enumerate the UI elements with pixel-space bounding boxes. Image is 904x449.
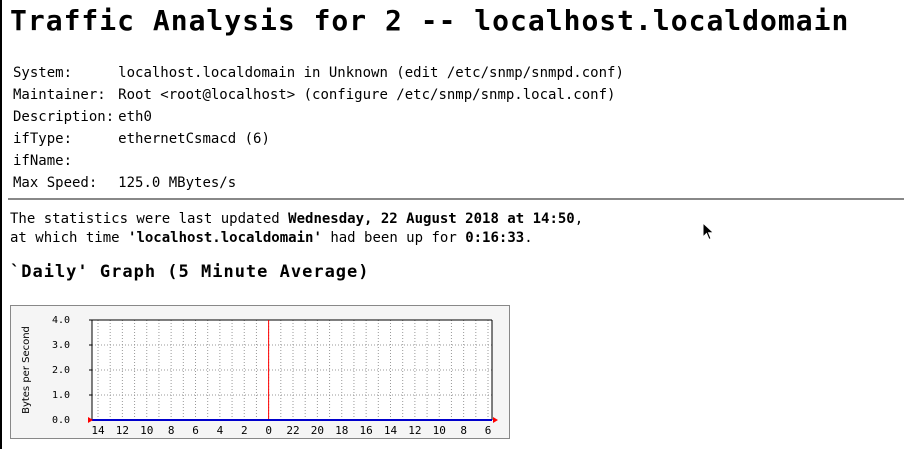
info-row-ifname: ifName: — [11, 150, 626, 172]
x-tick-label: 4 — [217, 424, 224, 437]
host-name: 'localhost.localdomain' — [128, 230, 322, 246]
info-key: Max Speed: — [13, 175, 98, 191]
y-tick-label: 2.0 — [52, 365, 70, 376]
info-key: System: — [13, 65, 73, 81]
statistics-text: The statistics were last updated Wednesd… — [10, 210, 583, 248]
y-tick-label: 4.0 — [52, 315, 70, 326]
y-tick-label: 3.0 — [52, 340, 70, 351]
x-tick-label: 8 — [168, 424, 175, 437]
info-value — [116, 150, 626, 172]
info-row-max-speed: Max Speed: 125.0 MBytes/s — [11, 172, 626, 194]
graph-heading: `Daily' Graph (5 Minute Average) — [10, 262, 370, 282]
info-key: ifName: — [13, 153, 73, 169]
x-axis-arrow-right — [493, 417, 498, 423]
info-row-maintainer: Maintainer: Root <root@localhost> (confi… — [11, 84, 626, 106]
last-updated: Wednesday, 22 August 2018 at 14:50 — [288, 211, 575, 227]
x-tick-label: 12 — [116, 424, 129, 437]
statistics-line-1: The statistics were last updated Wednesd… — [10, 210, 583, 229]
stats-mid: had been up for — [321, 230, 466, 246]
info-value: Root <root@localhost> (configure /etc/sn… — [118, 87, 616, 103]
x-tick-label: 14 — [91, 424, 105, 437]
daily-graph: 0.0 1.0 2.0 3.0 4.0 14 12 10 8 6 4 2 0 22 20 18 16 14 12 10… — [10, 305, 510, 439]
x-axis-arrow — [88, 417, 93, 423]
info-row-description: Description: eth0 — [11, 106, 626, 128]
mouse-cursor-icon — [702, 222, 715, 241]
info-row-iftype: ifType: ethernetCsmacd (6) — [11, 128, 626, 150]
system-info-table: System: localhost.localdomain in Unknown… — [11, 62, 626, 194]
info-key: ifType: — [13, 131, 73, 147]
info-value: 125.0 MBytes/s — [118, 175, 237, 191]
x-tick-label: 14 — [384, 424, 398, 437]
x-tick-label: 8 — [460, 424, 467, 437]
stats-prefix: The statistics were last updated — [10, 211, 289, 227]
x-tick-label: 0 — [265, 424, 272, 437]
page-left-border — [0, 0, 2, 449]
info-value: eth0 — [118, 109, 152, 125]
x-tick-label: 16 — [360, 424, 373, 437]
stats-prefix: at which time — [10, 230, 129, 246]
stats-suffix: . — [524, 230, 533, 246]
statistics-line-2: at which time 'localhost.localdomain' ha… — [10, 229, 583, 248]
stats-suffix: , — [574, 211, 584, 227]
x-tick-label: 12 — [408, 424, 421, 437]
x-tick-label: 6 — [485, 424, 492, 437]
x-tick-label: 6 — [192, 424, 199, 437]
info-value: ethernetCsmacd (6) — [118, 131, 270, 147]
info-row-system: System: localhost.localdomain in Unknown… — [11, 62, 626, 84]
uptime: 0:16:33 — [465, 230, 525, 246]
section-divider — [8, 198, 904, 200]
x-tick-label: 20 — [311, 424, 324, 437]
y-axis-label: Bytes per Second — [21, 326, 32, 414]
info-value: localhost.localdomain in Unknown (edit /… — [118, 65, 624, 81]
x-tick-label: 2 — [241, 424, 248, 437]
x-tick-label: 22 — [286, 424, 299, 437]
x-tick-label: 10 — [433, 424, 446, 437]
daily-traffic-chart: 0.01.02.03.04.014 12 10 8 6 4 2 0 22 20 18 16 14 12 10… — [21, 315, 498, 437]
y-tick-label: 0.0 — [52, 415, 70, 426]
x-tick-label: 10 — [140, 424, 153, 437]
page-title: Traffic Analysis for 2 -- localhost.loca… — [10, 4, 850, 37]
y-tick-label: 1.0 — [52, 390, 70, 401]
info-key: Maintainer: — [13, 87, 106, 103]
x-tick-label: 18 — [335, 424, 348, 437]
info-key: Description: — [13, 109, 115, 125]
